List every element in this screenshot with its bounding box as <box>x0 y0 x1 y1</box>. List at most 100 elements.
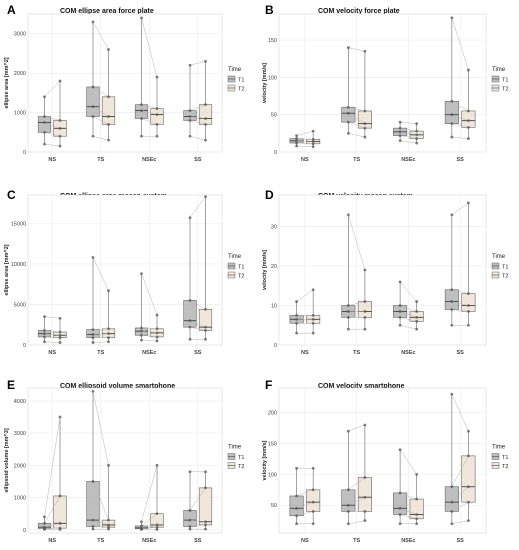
paired-line <box>451 114 469 121</box>
data-point-T1 <box>91 134 95 138</box>
data-point-T2 <box>204 470 207 474</box>
x-tick-label: NS <box>48 538 56 544</box>
y-tick-label: 5000 <box>14 302 26 308</box>
data-point-T1 <box>188 509 192 512</box>
data-point-T1 <box>295 522 298 526</box>
paired-line <box>451 136 469 139</box>
data-point-T1 <box>450 308 454 311</box>
y-tick-label: 100 <box>268 472 277 478</box>
data-point-T1 <box>295 300 298 303</box>
data-point-T2 <box>415 129 419 133</box>
data-point-T2 <box>415 310 419 313</box>
data-point-T1 <box>91 341 95 344</box>
data-point-T2 <box>467 292 470 296</box>
paired-line <box>348 214 366 271</box>
data-point-T2 <box>363 315 367 319</box>
data-point-T1 <box>140 134 143 138</box>
y-axis-label: velocity [mm/s] <box>262 63 268 103</box>
data-point-T1 <box>188 470 192 474</box>
data-point-T2 <box>204 520 207 524</box>
paired-line <box>400 127 417 132</box>
y-tick-label: 15000 <box>11 221 26 227</box>
data-point-T2 <box>415 513 419 516</box>
data-point-T1 <box>188 337 192 341</box>
panel-C: CCOM ellipse area mocap system0500010000… <box>4 188 244 356</box>
box-iqr <box>306 489 321 512</box>
paired-line <box>400 135 417 139</box>
paired-line <box>92 86 109 98</box>
data-point-T2 <box>311 137 315 141</box>
data-point-T2 <box>155 512 159 516</box>
data-point-T2 <box>155 327 159 331</box>
data-point-T2 <box>155 463 159 467</box>
x-tick-label: NSEc <box>401 538 415 544</box>
box-iqr <box>357 110 372 129</box>
box-iqr <box>461 455 476 503</box>
paired-line <box>92 21 109 50</box>
data-point-T1 <box>91 525 95 528</box>
data-point-T1 <box>140 109 143 112</box>
data-point-T1 <box>295 134 298 137</box>
data-point-T2 <box>107 527 110 531</box>
data-point-T1 <box>450 16 454 20</box>
legend-title: Time <box>492 67 506 73</box>
paired-line <box>141 513 158 527</box>
paired-line <box>189 120 206 125</box>
x-tick-label: TS <box>97 157 104 163</box>
data-point-T2 <box>415 522 419 526</box>
legend-item-label: T2 <box>502 87 508 93</box>
legend-title: Time <box>228 254 242 260</box>
data-point-T1 <box>346 327 350 331</box>
x-tick-label: NS <box>301 538 309 544</box>
data-point-T1 <box>188 109 192 112</box>
data-point-T2 <box>107 48 110 51</box>
data-point-T1 <box>346 120 350 124</box>
data-point-T1 <box>346 105 350 109</box>
data-point-T1 <box>295 141 298 145</box>
panel-letter: D <box>265 188 274 202</box>
data-point-T1 <box>450 392 454 396</box>
paired-line <box>451 101 469 112</box>
data-point-T2 <box>311 331 315 335</box>
legend-item-label: T1 <box>502 78 508 84</box>
y-tick-label: 20 <box>271 264 277 270</box>
data-point-T2 <box>311 142 315 146</box>
data-point-T2 <box>155 107 159 111</box>
paired-line <box>296 145 314 148</box>
data-point-T2 <box>107 518 110 522</box>
box-iqr <box>183 300 197 328</box>
paired-line <box>348 133 365 138</box>
data-point-T2 <box>467 310 470 313</box>
data-point-T2 <box>363 49 367 53</box>
legend-item-label: T2 <box>502 464 508 470</box>
box-iqr <box>86 86 100 117</box>
data-point-T1 <box>43 329 46 332</box>
legend-item-label: T1 <box>238 78 244 84</box>
data-point-T1 <box>398 506 402 510</box>
box-iqr <box>444 486 459 512</box>
panel-title: COM ellipsoid volume smartphone <box>60 383 175 390</box>
data-point-T2 <box>58 119 62 122</box>
data-point-T1 <box>188 518 192 522</box>
paired-line <box>189 196 206 218</box>
paired-line <box>141 104 158 109</box>
paired-line <box>141 524 158 529</box>
data-point-T1 <box>398 139 402 143</box>
data-point-T1 <box>450 300 454 303</box>
data-point-T2 <box>107 332 110 336</box>
data-point-T2 <box>107 138 110 142</box>
data-point-T1 <box>398 126 402 130</box>
data-point-T2 <box>155 134 159 138</box>
data-point-T2 <box>467 454 470 458</box>
data-point-T2 <box>311 313 315 317</box>
data-point-T1 <box>295 317 298 321</box>
data-point-T2 <box>311 488 315 492</box>
data-point-T1 <box>140 272 143 276</box>
paired-line <box>44 336 61 338</box>
data-point-T2 <box>415 497 419 501</box>
data-point-T2 <box>58 526 62 530</box>
data-point-T1 <box>140 520 143 524</box>
data-point-T2 <box>363 510 367 513</box>
y-axis-label: ellipsoid volume [mm^3] <box>4 428 10 493</box>
paired-line <box>92 333 109 335</box>
